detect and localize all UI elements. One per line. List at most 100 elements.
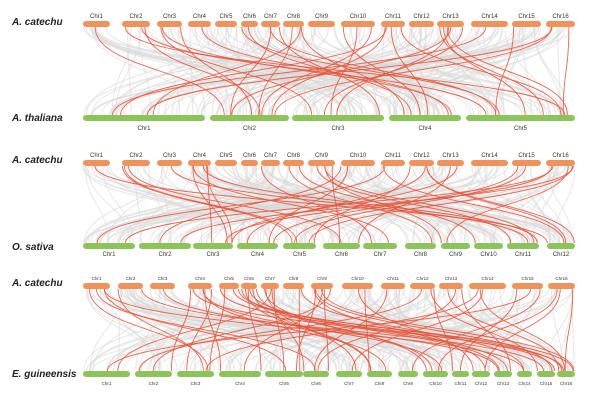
synteny-link-background	[268, 26, 444, 116]
top-chromosome-label: Chr8	[287, 14, 301, 20]
synteny-link-background	[245, 26, 248, 116]
top-chromosome-label: Chr16	[555, 276, 568, 281]
synteny-link-highlight	[300, 288, 525, 372]
synteny-link-highlight	[447, 288, 560, 372]
top-chromosome-4	[188, 21, 211, 27]
top-chromosome-label: Chr11	[385, 153, 402, 159]
synteny-link-highlight	[358, 165, 451, 244]
synteny-link-highlight	[298, 165, 476, 244]
synteny-link-background	[250, 26, 417, 116]
synteny-link-highlight	[315, 288, 553, 372]
top-chromosome-label: Chr14	[481, 153, 498, 159]
bottom-chromosome-1	[83, 115, 205, 121]
synteny-link-background	[410, 26, 539, 116]
top-chromosome-13	[439, 283, 463, 289]
bottom-chromosome-11	[452, 371, 469, 377]
top-chromosome-label: Chr13	[442, 14, 459, 20]
synteny-link-highlight	[192, 165, 228, 244]
synteny-link-background	[296, 26, 421, 116]
top-chromosome-label: Chr1	[90, 153, 104, 159]
synteny-link-highlight	[294, 165, 527, 244]
bottom-chromosome-label: Chr3	[331, 126, 345, 132]
synteny-link-highlight	[320, 288, 575, 372]
synteny-link-highlight	[123, 165, 298, 244]
synteny-link-highlight	[268, 165, 349, 244]
top-chromosome-12	[409, 160, 434, 166]
top-chromosome-label: Chr11	[385, 14, 402, 20]
top-chromosome-6	[241, 21, 258, 27]
synteny-link-background	[107, 165, 164, 244]
synteny-link-highlight	[317, 288, 457, 372]
synteny-link-background	[145, 26, 533, 116]
top-chromosome-6	[241, 160, 258, 166]
synteny-link-highlight	[313, 165, 411, 244]
synteny-link-highlight	[271, 288, 305, 372]
synteny-link-background	[533, 26, 568, 116]
bottom-chromosome-label: Chr1	[102, 252, 116, 258]
top-chromosome-label: Chr11	[387, 276, 399, 281]
synteny-link-highlight	[331, 165, 341, 244]
synteny-link-highlight	[298, 288, 301, 372]
bottom-chromosome-5	[466, 115, 575, 121]
species-label-bottom: E. guineensis	[12, 369, 77, 380]
top-chromosome-12	[410, 283, 435, 289]
top-chromosome-1	[83, 21, 110, 27]
synteny-link-highlight	[382, 165, 565, 244]
synteny-link-background	[98, 26, 368, 116]
synteny-link-highlight	[204, 288, 222, 372]
top-chromosome-4	[188, 283, 212, 289]
link-layer-guineensis	[83, 288, 575, 372]
synteny-link-highlight	[564, 288, 574, 372]
bottom-chromosome-12	[472, 371, 490, 377]
synteny-link-background	[414, 288, 426, 372]
synteny-link-background	[253, 26, 564, 116]
synteny-link-background	[183, 165, 446, 244]
synteny-link-highlight	[141, 26, 487, 116]
bottom-chromosome-3	[177, 371, 214, 377]
synteny-link-background	[95, 165, 269, 244]
top-chromosome-label: Chr7	[264, 14, 278, 20]
top-chromosome-11	[381, 283, 405, 289]
bottom-chromosome-label: Chr15	[540, 381, 553, 386]
synteny-link-background	[420, 26, 561, 116]
top-chromosome-1	[83, 283, 110, 289]
synteny-link-background	[171, 26, 238, 116]
top-chromosome-label: Chr16	[552, 14, 569, 20]
top-chromosome-15	[512, 21, 541, 27]
bottom-chromosome-label: Chr9	[403, 381, 413, 386]
synteny-link-highlight	[364, 288, 370, 372]
top-chromosome-label: Chr3	[163, 14, 177, 20]
bottom-chromosome-6	[323, 243, 360, 249]
synteny-link-background	[141, 288, 160, 372]
synteny-link-background	[82, 165, 487, 244]
top-chromosome-8	[283, 283, 304, 289]
synteny-link-highlight	[121, 165, 293, 244]
synteny-link-highlight	[273, 288, 285, 372]
synteny-link-background	[85, 26, 216, 116]
synteny-link-background	[242, 26, 302, 116]
top-chromosome-2	[122, 21, 150, 27]
bottom-chromosome-label: Chr11	[515, 252, 532, 258]
bottom-chromosome-row: Chr1 Chr2 Chr3 Chr4 Chr5	[83, 115, 575, 132]
synteny-link-background	[395, 288, 444, 372]
bottom-chromosome-9	[398, 371, 418, 377]
bottom-chromosome-label: Chr13	[497, 381, 510, 386]
synteny-link-background	[173, 165, 558, 244]
top-chromosome-label: Chr15	[518, 153, 535, 159]
synteny-link-highlight	[274, 26, 552, 116]
synteny-link-highlight	[201, 26, 449, 116]
top-chromosome-row: Chr1 Chr2 Chr3 Chr4 Chr5 Chr6 Chr7 Chr8 Chr9 Chr1…	[83, 276, 575, 289]
synteny-link-highlight	[323, 288, 329, 372]
synteny-link-background	[452, 26, 505, 116]
bottom-chromosome-label: Chr7	[373, 252, 387, 258]
synteny-link-background	[86, 288, 178, 372]
bottom-chromosome-1	[83, 243, 135, 249]
synteny-link-background	[401, 26, 482, 116]
species-label-bottom: A. thaliana	[11, 113, 63, 124]
bottom-chromosome-2	[135, 371, 172, 377]
synteny-link-highlight	[192, 165, 389, 244]
synteny-link-highlight	[232, 288, 574, 372]
bottom-chromosome-7	[363, 243, 397, 249]
synteny-link-highlight	[247, 288, 262, 372]
